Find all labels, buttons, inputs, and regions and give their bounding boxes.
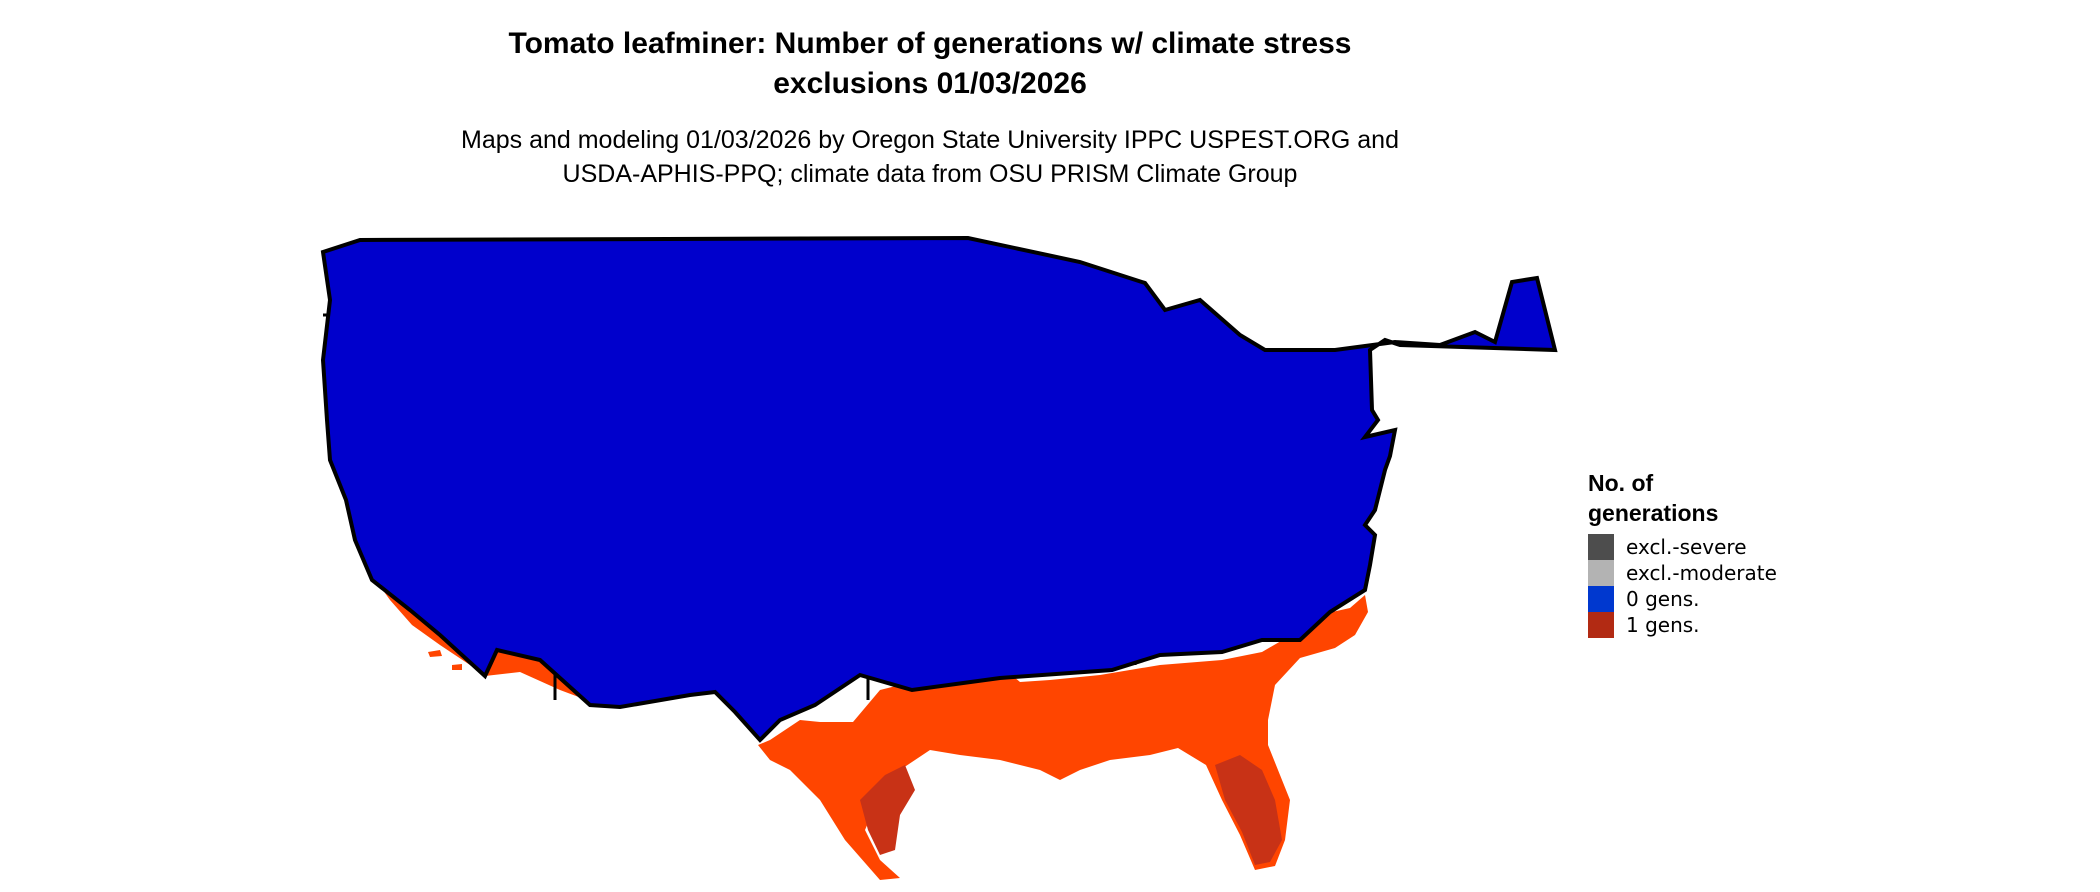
map-subtitle: Maps and modeling 01/03/2026 by Oregon S…	[400, 123, 1460, 191]
legend-item-excl-severe: excl.-severe	[1588, 534, 1777, 560]
subtitle-line-2: USDA-APHIS-PPQ; climate data from OSU PR…	[562, 160, 1298, 188]
legend-label: 1 gens.	[1626, 613, 1700, 637]
legend-item-1-gens: 1 gens.	[1588, 612, 1777, 638]
legend-title-line-1: No. of	[1588, 470, 1654, 496]
texas-dark-region	[860, 765, 915, 855]
title-line-2: exclusions 01/03/2026	[773, 67, 1087, 100]
channel-islands	[428, 650, 462, 670]
legend-item-excl-moderate: excl.-moderate	[1588, 560, 1777, 586]
florida-dark-region	[1215, 755, 1282, 865]
legend-title-line-2: generations	[1588, 500, 1719, 526]
legend-title: No. of generations	[1588, 468, 1777, 528]
legend-item-0-gens: 0 gens.	[1588, 586, 1777, 612]
legend-label: excl.-moderate	[1626, 561, 1777, 585]
legend-swatch	[1588, 560, 1614, 586]
legend-label: 0 gens.	[1626, 587, 1700, 611]
legend-swatch	[1588, 534, 1614, 560]
subtitle-line-1: Maps and modeling 01/03/2026 by Oregon S…	[461, 126, 1399, 154]
legend-label: excl.-severe	[1626, 535, 1747, 559]
legend-swatch	[1588, 586, 1614, 612]
title-line-1: Tomato leafminer: Number of generations …	[508, 27, 1352, 60]
southern-one-gen-region	[758, 595, 1368, 880]
legend-swatch	[1588, 612, 1614, 638]
legend: No. of generations excl.-severe excl.-mo…	[1588, 468, 1777, 638]
map-title: Tomato leafminer: Number of generations …	[400, 24, 1460, 104]
